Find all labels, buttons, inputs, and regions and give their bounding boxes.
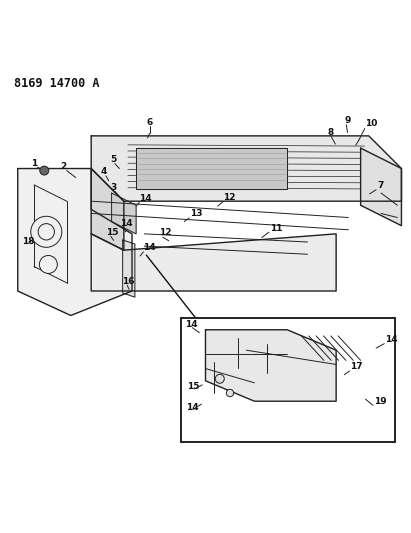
FancyBboxPatch shape [181, 318, 395, 442]
Text: 14: 14 [186, 403, 199, 412]
Circle shape [31, 216, 62, 247]
Circle shape [226, 390, 234, 397]
Text: 8169 14700 A: 8169 14700 A [14, 77, 99, 90]
Polygon shape [136, 148, 287, 189]
Text: 10: 10 [365, 119, 378, 128]
Text: 3: 3 [111, 183, 117, 192]
Text: 1: 1 [31, 159, 37, 168]
Polygon shape [206, 330, 336, 401]
Text: 9: 9 [344, 116, 351, 125]
Text: 13: 13 [190, 209, 203, 219]
Text: 2: 2 [60, 163, 67, 171]
Text: 14: 14 [385, 335, 398, 344]
Circle shape [39, 255, 57, 273]
Text: 15: 15 [187, 382, 200, 391]
Polygon shape [91, 136, 402, 201]
Text: 12: 12 [159, 229, 171, 238]
Text: 17: 17 [351, 362, 363, 372]
Text: 8: 8 [328, 128, 334, 137]
Circle shape [215, 374, 224, 383]
Text: 14: 14 [139, 194, 152, 203]
Polygon shape [122, 240, 135, 297]
Circle shape [40, 166, 49, 175]
Polygon shape [360, 148, 402, 225]
Text: 14: 14 [185, 320, 198, 329]
Text: 12: 12 [223, 193, 236, 203]
Text: 15: 15 [106, 228, 119, 237]
Text: 11: 11 [270, 223, 282, 232]
Text: 4: 4 [101, 167, 107, 176]
Text: 14: 14 [120, 219, 132, 228]
Text: 6: 6 [147, 118, 153, 127]
Text: 16: 16 [122, 277, 134, 286]
Text: 14: 14 [143, 243, 156, 252]
Polygon shape [91, 168, 124, 250]
Polygon shape [112, 193, 136, 234]
Polygon shape [18, 168, 132, 316]
Circle shape [38, 224, 55, 240]
Polygon shape [91, 234, 336, 291]
Text: 19: 19 [374, 397, 386, 406]
Text: 5: 5 [111, 155, 117, 164]
Text: 7: 7 [377, 181, 383, 190]
Text: 18: 18 [22, 237, 34, 246]
